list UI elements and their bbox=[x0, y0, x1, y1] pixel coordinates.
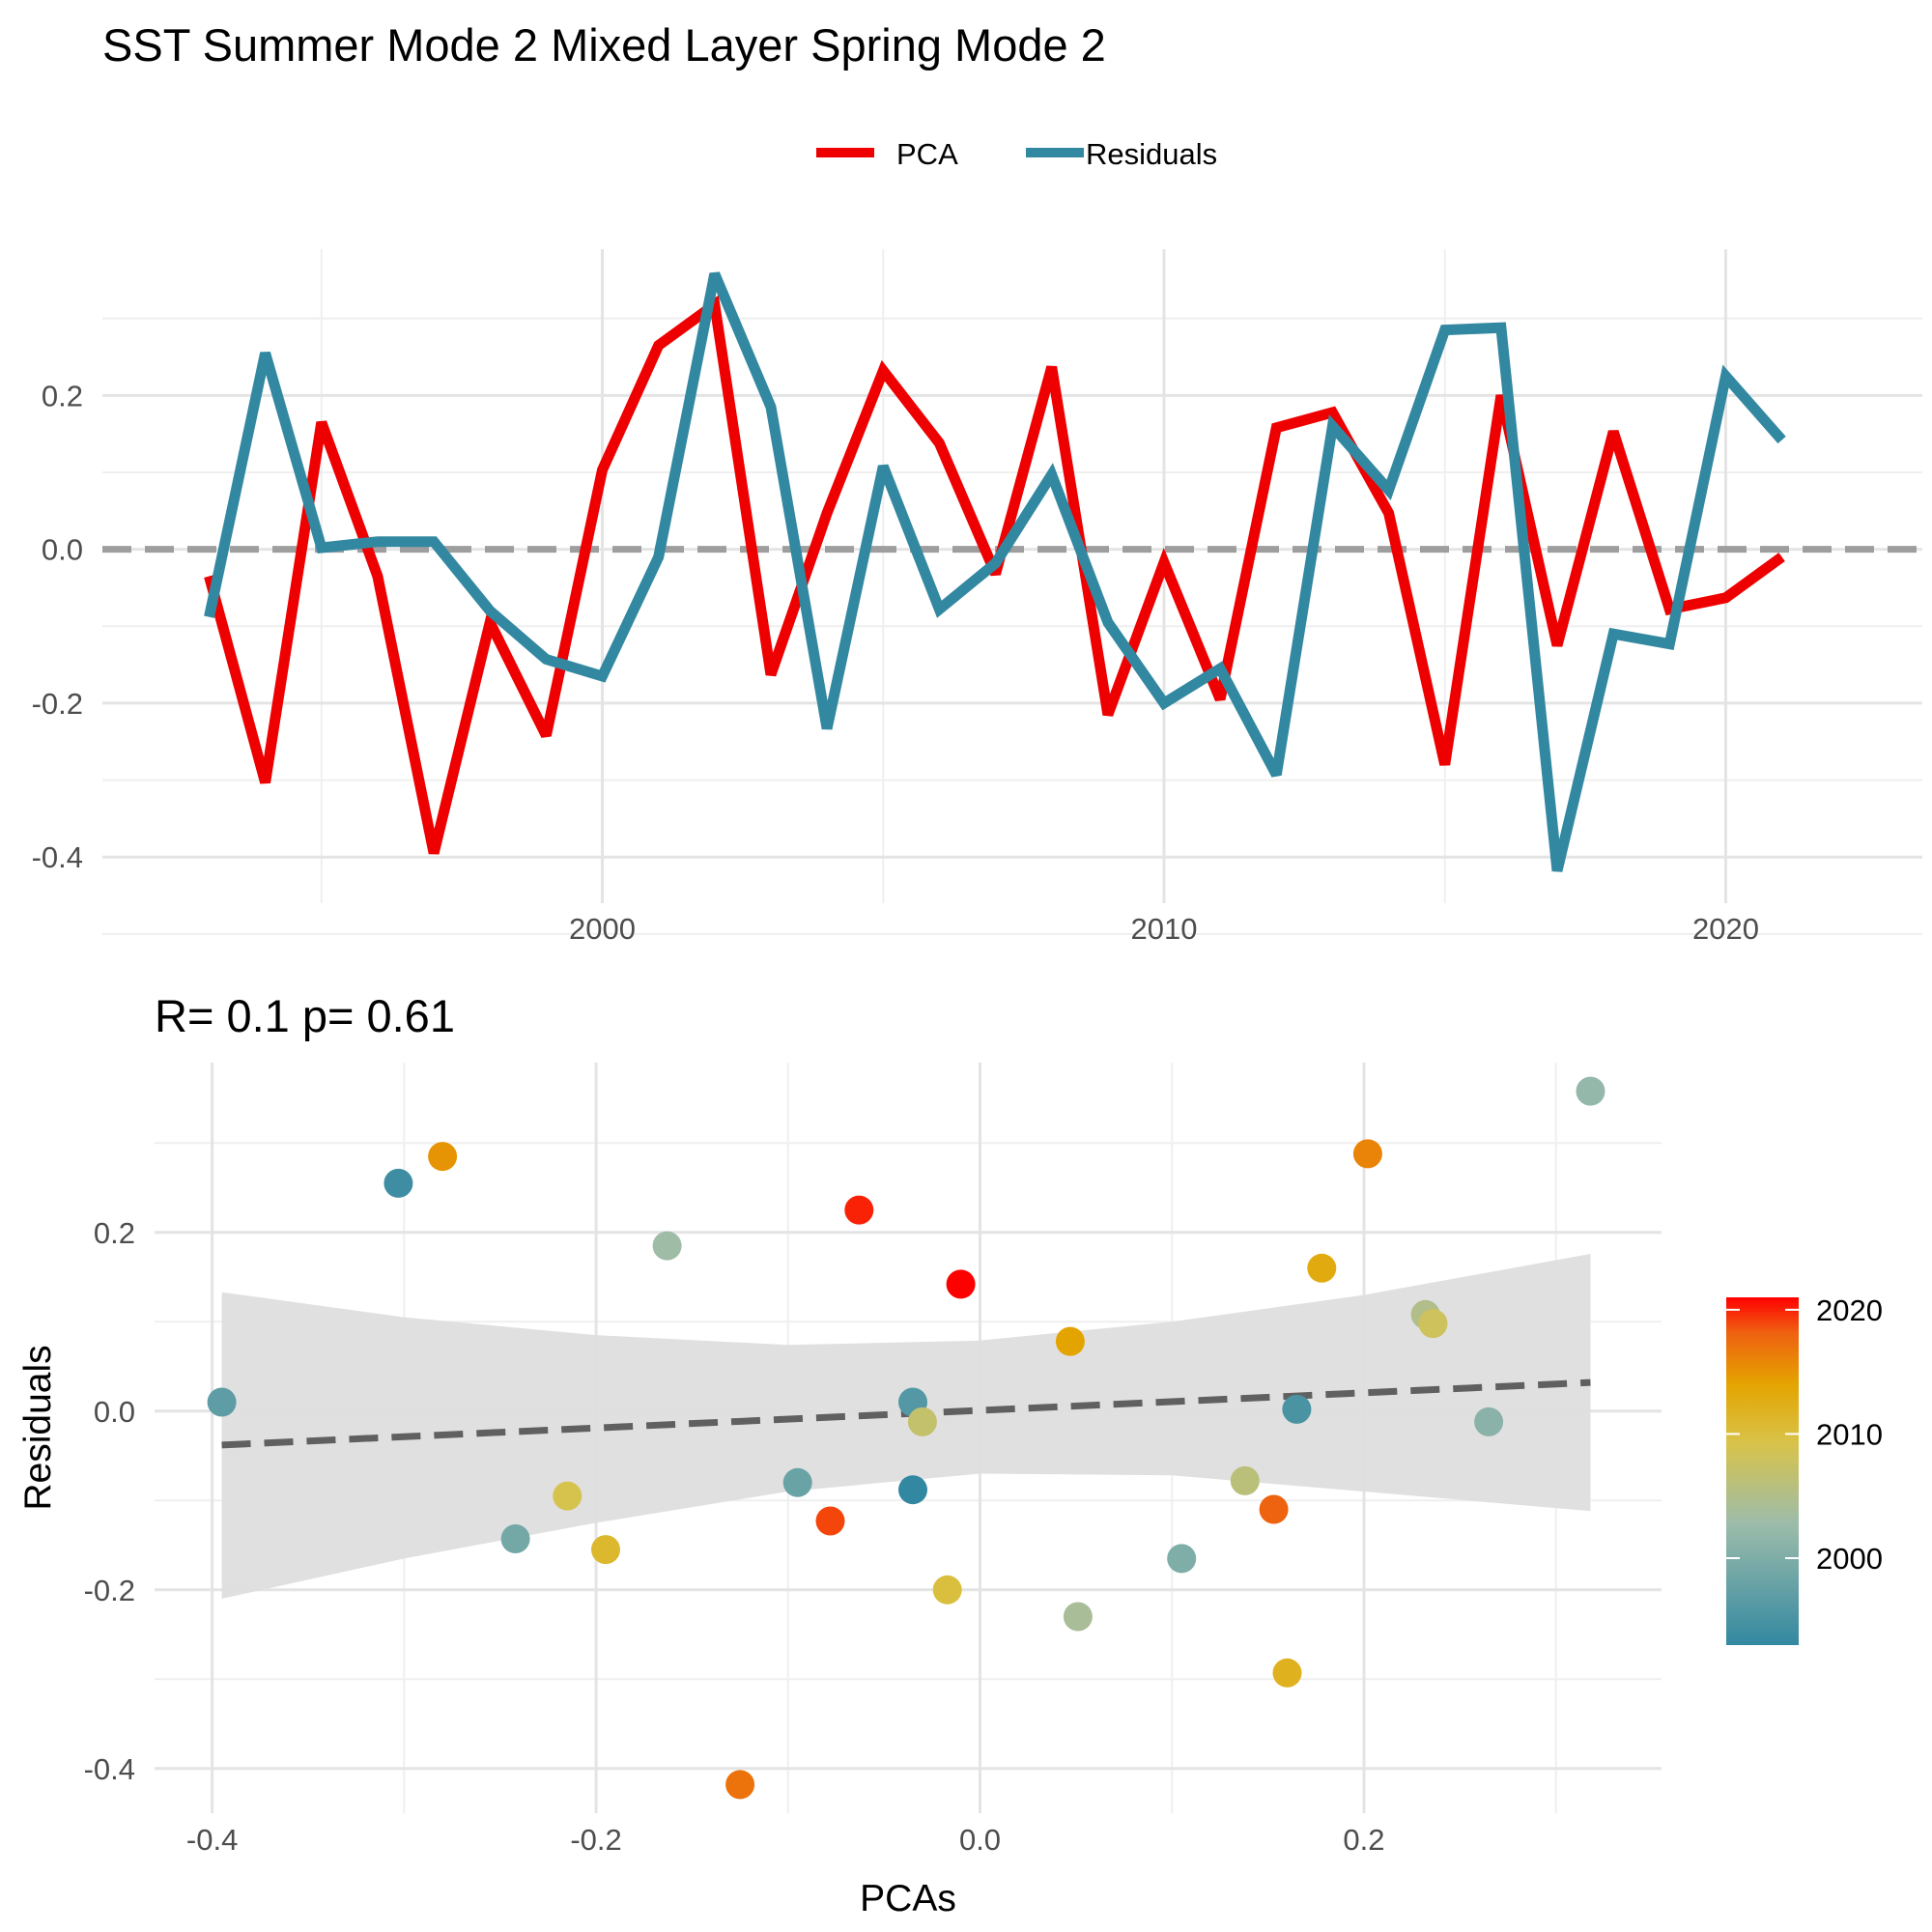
scatter-point bbox=[946, 1269, 976, 1299]
y-tick-label: 0.0 bbox=[42, 533, 83, 567]
scatter-point bbox=[1063, 1602, 1093, 1632]
legend: PCA Residuals bbox=[816, 137, 1217, 171]
scatter-point bbox=[384, 1168, 413, 1198]
page-title: SST Summer Mode 2 Mixed Layer Spring Mod… bbox=[102, 19, 1106, 71]
scatter-point bbox=[1352, 1139, 1382, 1169]
scatter-point bbox=[1576, 1076, 1605, 1106]
time-series-panel: -0.4 -0.2 0.0 0.2 2000 2010 2020 bbox=[32, 249, 1922, 946]
residuals-series-line bbox=[204, 271, 1786, 872]
colorbar-gradient bbox=[1726, 1297, 1799, 1645]
y-tick-label: 0.0 bbox=[94, 1395, 135, 1429]
scatter-point bbox=[1230, 1465, 1260, 1495]
x-tick-label: 2010 bbox=[1131, 912, 1198, 946]
scatter-point bbox=[652, 1231, 682, 1261]
y-axis-label: Residuals bbox=[17, 1345, 59, 1510]
colorbar-ticks: 2000 2010 2020 bbox=[1726, 1293, 1883, 1576]
x-tick-label: -0.4 bbox=[186, 1823, 238, 1857]
x-tick-label: 0.2 bbox=[1343, 1823, 1384, 1857]
scatter-point bbox=[725, 1770, 755, 1800]
colorbar-tick-label: 2020 bbox=[1816, 1293, 1883, 1327]
scatter-point bbox=[1259, 1494, 1289, 1524]
y-tick-label: 0.2 bbox=[42, 379, 83, 412]
scatter-point bbox=[1282, 1394, 1312, 1424]
scatter-point bbox=[1307, 1253, 1337, 1283]
scatter-point bbox=[207, 1387, 237, 1417]
scatter-panel: -0.4 -0.2 0.0 0.2 -0.4 -0.2 0.0 0.2 bbox=[84, 1063, 1662, 1857]
x-tick-label: -0.2 bbox=[570, 1823, 621, 1857]
colorbar-tick-label: 2000 bbox=[1816, 1542, 1883, 1576]
scatter-point bbox=[1167, 1544, 1197, 1574]
scatter-point bbox=[932, 1575, 962, 1605]
scatter-point bbox=[1474, 1406, 1504, 1436]
scatter-stats-title: R= 0.1 p= 0.61 bbox=[155, 990, 455, 1041]
time-series-ticks: -0.4 -0.2 0.0 0.2 2000 2010 2020 bbox=[32, 379, 1759, 946]
x-tick-label: 0.0 bbox=[959, 1823, 1001, 1857]
x-tick-label: 2000 bbox=[569, 912, 636, 946]
x-tick-label: 2020 bbox=[1692, 912, 1759, 946]
y-tick-label: -0.4 bbox=[32, 840, 83, 874]
scatter-ticks: -0.4 -0.2 0.0 0.2 -0.4 -0.2 0.0 0.2 bbox=[84, 1216, 1385, 1857]
scatter-point bbox=[428, 1142, 458, 1172]
scatter-point bbox=[500, 1524, 530, 1553]
scatter-point bbox=[898, 1475, 927, 1505]
y-tick-label: -0.2 bbox=[84, 1574, 135, 1607]
scatter-point bbox=[782, 1467, 812, 1497]
y-tick-label: -0.4 bbox=[84, 1752, 135, 1786]
scatter-point bbox=[844, 1195, 874, 1225]
scatter-point bbox=[553, 1481, 582, 1511]
y-tick-label: -0.2 bbox=[32, 687, 83, 721]
legend-label-pca: PCA bbox=[896, 137, 958, 171]
year-colorbar: 2000 2010 2020 bbox=[1726, 1293, 1883, 1645]
legend-label-residuals: Residuals bbox=[1086, 137, 1217, 171]
scatter-point bbox=[1055, 1326, 1085, 1356]
scatter-point bbox=[1272, 1658, 1302, 1688]
scatter-point bbox=[1418, 1309, 1448, 1339]
x-axis-label: PCAs bbox=[860, 1878, 956, 1919]
confidence-ribbon bbox=[221, 1254, 1591, 1599]
colorbar-tick-label: 2010 bbox=[1816, 1417, 1883, 1451]
scatter-point bbox=[591, 1535, 620, 1565]
scatter-point bbox=[907, 1406, 937, 1436]
scatter-point bbox=[815, 1506, 845, 1536]
scatter-points bbox=[207, 1076, 1605, 1800]
y-tick-label: 0.2 bbox=[94, 1216, 135, 1250]
